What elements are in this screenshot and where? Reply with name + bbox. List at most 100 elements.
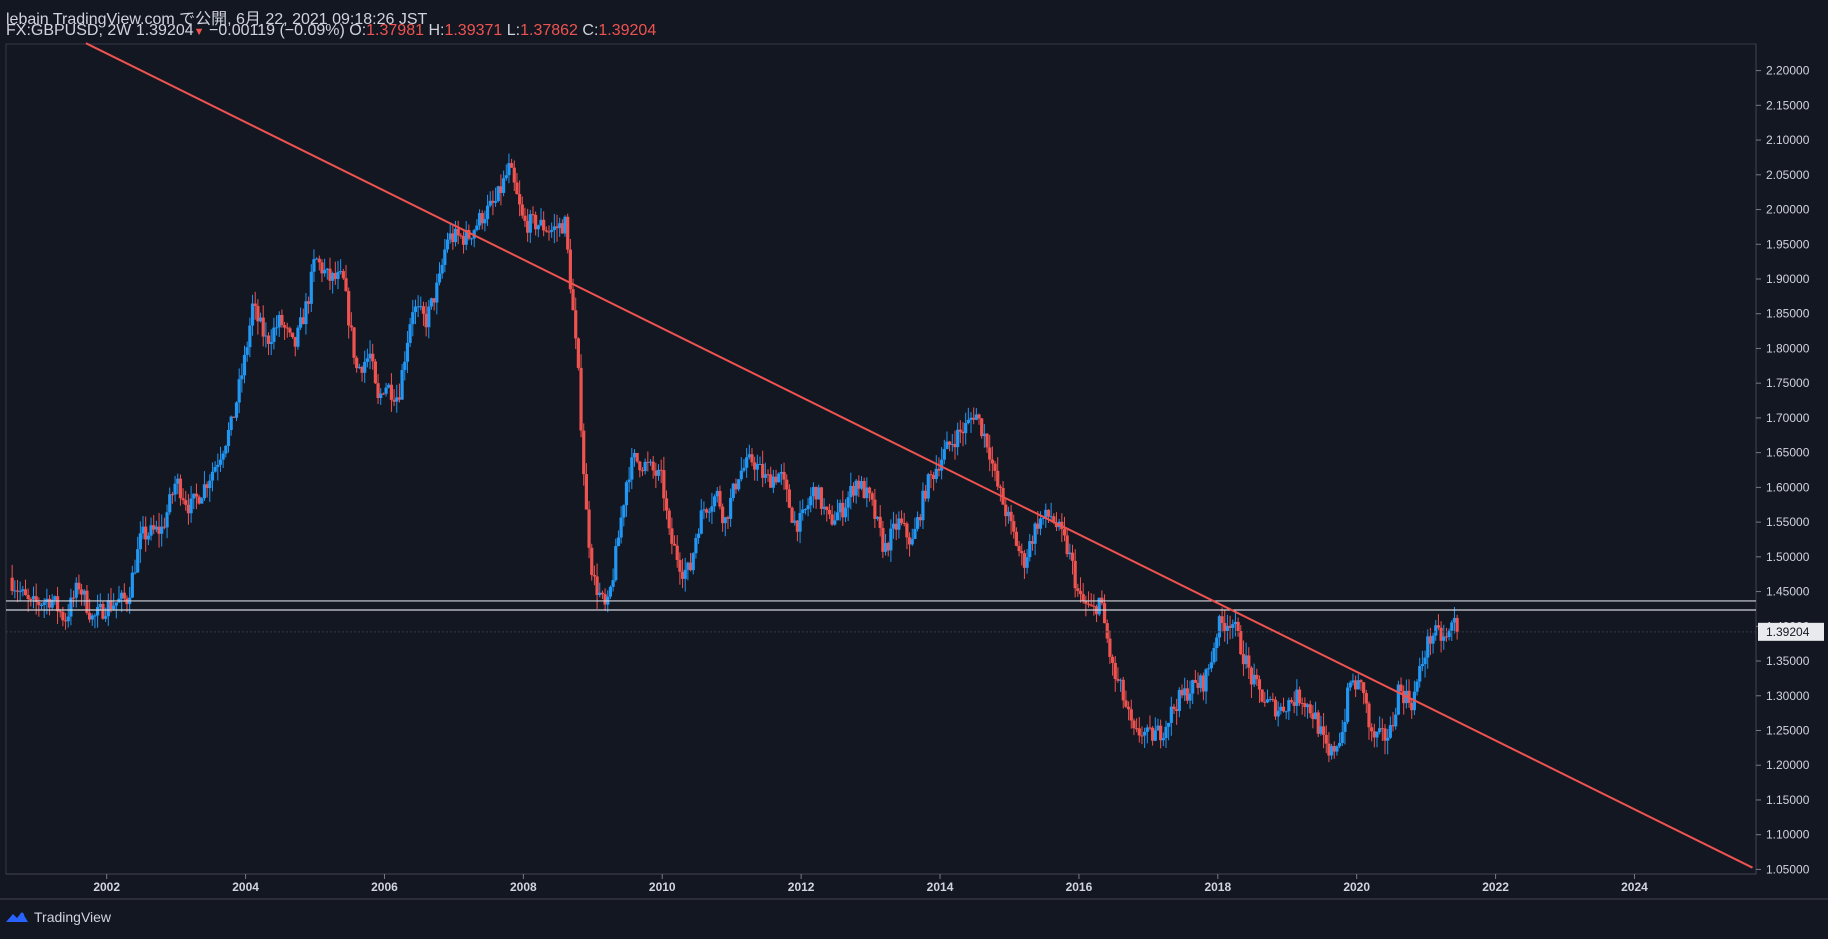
candle-body-up (608, 586, 613, 597)
candle-body-up (1212, 648, 1216, 663)
candle-body-down (1196, 682, 1200, 688)
candle-body-up (809, 496, 813, 506)
candle-body-up (296, 327, 300, 347)
candle-body-up (248, 325, 252, 348)
candle-body-up (53, 596, 57, 600)
candle-body-up (39, 604, 44, 606)
time-axis: 2002 2004 2006 2008 2010 2012 2014 2016 2018 2020… (93, 874, 1648, 894)
candle-body-up (801, 509, 805, 514)
candle-body-down (990, 459, 994, 464)
candle-body-down (841, 502, 845, 518)
candle-body-down (1020, 551, 1024, 554)
time-tick-label: 2018 (1204, 880, 1231, 894)
candle-body-down (576, 338, 580, 368)
time-tick-label: 2006 (371, 880, 398, 894)
candle-body-down (542, 219, 546, 231)
candle-body-up (1279, 706, 1283, 711)
candle-body-up (274, 327, 279, 329)
candle-body-down (870, 493, 874, 500)
open-value: 1.37981 (366, 22, 424, 39)
candle-body-up (114, 602, 118, 606)
candle-body-up (1276, 710, 1280, 717)
candle-body-up (1233, 621, 1238, 625)
candle-body-up (552, 226, 556, 231)
candle-body-up (1426, 636, 1430, 658)
candle-body-up (550, 230, 554, 232)
price-tick-label: 1.95000 (1766, 237, 1810, 251)
candle-body-down (1081, 594, 1085, 601)
candles (10, 153, 1459, 763)
candle-body-up (331, 273, 335, 281)
candle-body-up (686, 562, 690, 570)
price-tick-label: 1.20000 (1766, 758, 1810, 772)
candle-body-up (1418, 666, 1422, 682)
candle-body-up (1153, 730, 1157, 741)
candle-body-down (34, 596, 38, 602)
candle-body-down (1316, 712, 1320, 734)
candle-body-up (838, 502, 842, 513)
candle-body-down (1022, 553, 1027, 568)
candle-body-up (1244, 655, 1248, 665)
price-tick-label: 1.60000 (1766, 480, 1810, 494)
candle-body-up (208, 480, 212, 489)
candle-body-up (1415, 681, 1419, 692)
candle-body-up (1351, 680, 1355, 683)
candle-body-down (1089, 604, 1093, 606)
symbol-info-bar: FX:GBPUSD, 2W 1.39204▼ −0.00119 (−0.09%)… (6, 22, 656, 40)
candle-body-up (304, 301, 308, 325)
candle-body-up (921, 490, 925, 521)
price-tick-label: 1.35000 (1766, 654, 1810, 668)
candle-body-down (344, 278, 348, 292)
candle-body-down (568, 249, 572, 290)
candle-body-down (491, 200, 495, 203)
candle-body-up (1343, 721, 1347, 732)
candle-body-down (349, 325, 353, 328)
candle-body-down (256, 305, 260, 322)
candle-body-up (416, 306, 420, 308)
candle-body-up (683, 569, 687, 579)
candle-body-up (1183, 688, 1187, 696)
candle-body-up (437, 273, 442, 283)
candle-body-up (1118, 679, 1123, 681)
symbol-name[interactable]: FX:GBPUSD, 2W (6, 22, 132, 39)
candle-body-up (299, 317, 303, 328)
time-tick-label: 2008 (510, 880, 537, 894)
candle-body-down (101, 603, 105, 619)
candle-body-up (1375, 731, 1379, 738)
candle-body-up (50, 599, 54, 608)
candle-body-up (835, 512, 840, 521)
candle-body-down (1228, 625, 1232, 628)
candle-body-down (1223, 623, 1227, 631)
candle-body-down (948, 441, 952, 445)
candle-body-down (88, 612, 92, 620)
candle-body-down (1289, 700, 1294, 702)
candle-body-down (592, 575, 597, 577)
candle-body-up (146, 535, 150, 540)
candle-body-up (822, 506, 826, 509)
candle-body-up (368, 353, 372, 359)
candle-body-up (915, 517, 920, 529)
candle-body-up (1156, 725, 1160, 731)
candle-body-up (130, 572, 134, 598)
candle-body-down (71, 597, 76, 599)
candle-body-down (526, 220, 530, 233)
candle-body-down (1455, 617, 1459, 632)
candle-body-down (280, 315, 284, 326)
candle-body-down (851, 485, 856, 496)
candle-body-up (218, 459, 223, 465)
candle-body-down (640, 470, 645, 472)
candle-body-down (293, 337, 297, 347)
candle-body-up (694, 538, 698, 554)
price-tick-label: 1.50000 (1766, 550, 1810, 564)
last-price: 1.39204 (135, 22, 194, 39)
candle-body-down (761, 463, 765, 478)
candle-body-down (1354, 680, 1358, 690)
candle-body-down (1092, 605, 1096, 607)
candle-body-down (79, 589, 84, 595)
candle-body-up (1348, 682, 1352, 688)
candle-body-down (360, 366, 364, 373)
candle-body-down (902, 522, 906, 524)
candle-body-up (833, 520, 837, 525)
brand-name[interactable]: TradingView (34, 909, 112, 925)
